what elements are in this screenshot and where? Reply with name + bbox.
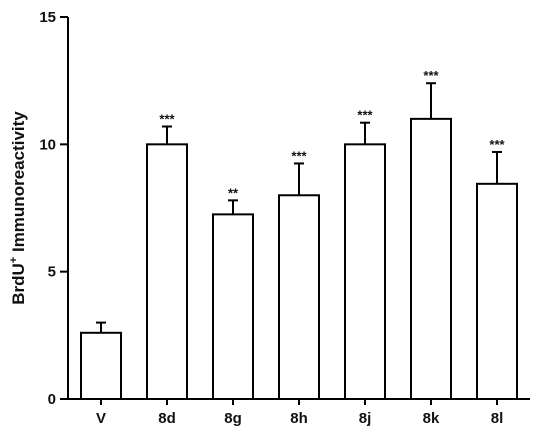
y-tick-label: 0: [48, 391, 56, 408]
y-tick-label: 10: [39, 136, 56, 153]
y-tick-label: 5: [48, 264, 56, 281]
significance-label: ***: [291, 148, 307, 163]
significance-label: ***: [423, 68, 439, 83]
significance-label: ***: [357, 108, 373, 123]
x-tick-label: 8g: [224, 410, 242, 427]
bars: *****************: [80, 68, 518, 400]
x-tick-label: 8h: [290, 410, 308, 427]
bar-8h: [278, 194, 320, 400]
y-axis-title-superscript: +: [8, 257, 20, 263]
bar-8j: [344, 143, 386, 400]
bar-8d: [146, 143, 188, 400]
x-tick-label: 8j: [359, 410, 372, 427]
x-tick-label: 8d: [158, 410, 176, 427]
y-axis-title-main: BrdU: [9, 263, 28, 305]
y-axis-title-rest: Immunoreactivity: [9, 111, 28, 257]
bar-8l: [476, 182, 518, 400]
significance-label: **: [228, 185, 239, 200]
significance-label: ***: [159, 112, 175, 127]
x-tick-label: 8l: [491, 410, 504, 427]
bar-8k: [410, 117, 452, 400]
y-axis-title: BrdU+ Immunoreactivity: [8, 111, 28, 305]
bar-8g: [212, 213, 254, 400]
x-tick-label: V: [96, 410, 106, 427]
y-axis: 0 5 10 15: [39, 9, 69, 408]
bar-V: [80, 331, 122, 400]
y-tick-label: 15: [39, 9, 56, 26]
x-tick-label: 8k: [423, 410, 440, 427]
significance-label: ***: [489, 137, 505, 152]
x-axis: V 8d 8g 8h 8j 8k 8l: [68, 398, 530, 427]
